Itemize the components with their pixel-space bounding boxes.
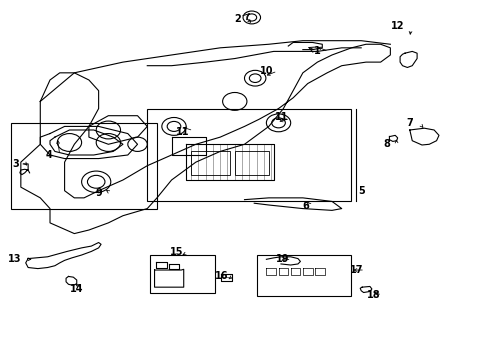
- Text: 13: 13: [8, 254, 21, 264]
- Bar: [256, 255, 351, 296]
- Text: 5: 5: [357, 186, 364, 197]
- Text: 8: 8: [382, 139, 389, 149]
- Text: 18: 18: [366, 290, 379, 300]
- Text: 3: 3: [13, 159, 20, 169]
- Text: 19: 19: [275, 254, 288, 264]
- Bar: [234, 152, 268, 175]
- Text: 10: 10: [259, 66, 273, 76]
- Text: 4: 4: [45, 150, 52, 160]
- Text: 6: 6: [301, 201, 308, 211]
- Text: 9: 9: [95, 188, 102, 198]
- Text: 1: 1: [313, 46, 320, 57]
- Text: 16: 16: [214, 271, 228, 281]
- Bar: [149, 255, 215, 293]
- Text: 11: 11: [175, 127, 189, 137]
- Text: 15: 15: [169, 247, 183, 257]
- Text: 7: 7: [406, 118, 412, 128]
- Text: 2: 2: [234, 14, 241, 24]
- Text: 11: 11: [274, 112, 287, 122]
- Bar: [191, 152, 229, 175]
- Bar: [11, 123, 157, 208]
- Text: 12: 12: [390, 21, 404, 31]
- Text: 17: 17: [349, 265, 362, 275]
- Bar: [147, 109, 351, 202]
- Text: 14: 14: [70, 284, 83, 294]
